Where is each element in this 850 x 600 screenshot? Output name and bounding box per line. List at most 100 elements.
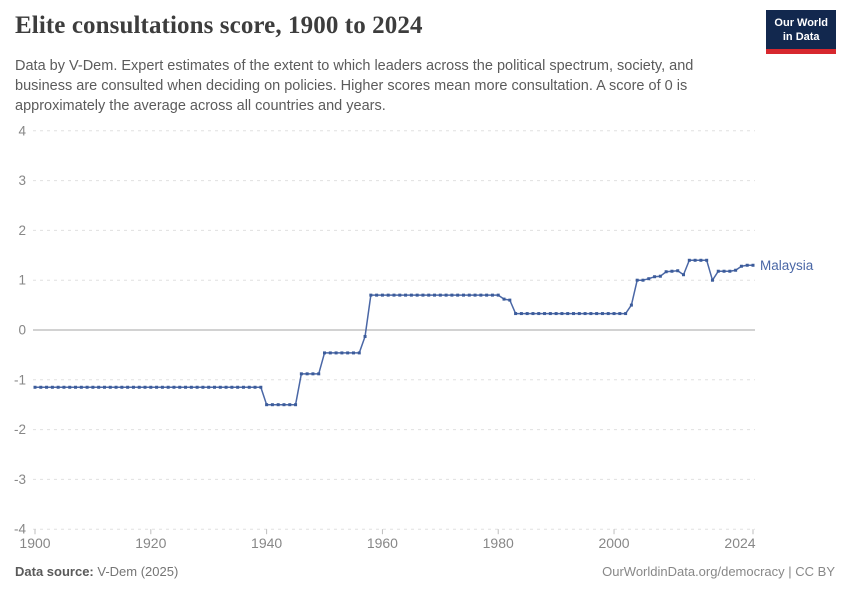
data-point[interactable] <box>323 351 327 355</box>
data-point[interactable] <box>438 293 442 297</box>
data-point[interactable] <box>68 385 72 389</box>
data-point[interactable] <box>155 385 159 389</box>
data-point[interactable] <box>722 269 726 273</box>
data-point[interactable] <box>519 312 523 316</box>
data-point[interactable] <box>346 351 350 355</box>
data-point[interactable] <box>33 385 37 389</box>
data-point[interactable] <box>467 293 471 297</box>
data-point[interactable] <box>548 312 552 316</box>
data-point[interactable] <box>583 312 587 316</box>
data-point[interactable] <box>496 293 500 297</box>
data-point[interactable] <box>172 385 176 389</box>
data-point[interactable] <box>473 293 477 297</box>
data-point[interactable] <box>369 293 373 297</box>
data-point[interactable] <box>247 385 251 389</box>
data-point[interactable] <box>745 263 749 267</box>
data-point[interactable] <box>404 293 408 297</box>
data-point[interactable] <box>259 385 263 389</box>
data-point[interactable] <box>682 273 686 277</box>
data-point[interactable] <box>415 293 419 297</box>
data-point[interactable] <box>635 278 639 282</box>
data-point[interactable] <box>658 274 662 278</box>
data-point[interactable] <box>178 385 182 389</box>
data-point[interactable] <box>91 385 95 389</box>
data-point[interactable] <box>739 264 743 268</box>
data-point[interactable] <box>543 312 547 316</box>
data-point[interactable] <box>525 312 529 316</box>
data-point[interactable] <box>195 385 199 389</box>
data-point[interactable] <box>450 293 454 297</box>
data-point[interactable] <box>508 298 512 302</box>
data-point[interactable] <box>236 385 240 389</box>
data-point[interactable] <box>566 312 570 316</box>
data-point[interactable] <box>207 385 211 389</box>
data-point[interactable] <box>490 293 494 297</box>
data-point[interactable] <box>294 403 298 407</box>
data-point[interactable] <box>537 312 541 316</box>
data-point[interactable] <box>108 385 112 389</box>
data-point[interactable] <box>126 385 130 389</box>
data-point[interactable] <box>380 293 384 297</box>
data-point[interactable] <box>189 385 193 389</box>
data-point[interactable] <box>572 312 575 316</box>
data-point[interactable] <box>317 372 321 376</box>
data-point[interactable] <box>270 403 274 407</box>
data-point[interactable] <box>137 385 141 389</box>
data-point[interactable] <box>676 269 680 273</box>
data-point[interactable] <box>120 385 124 389</box>
data-point[interactable] <box>456 293 460 297</box>
data-point[interactable] <box>409 293 413 297</box>
data-point[interactable] <box>560 312 564 316</box>
data-point[interactable] <box>751 263 755 267</box>
credit-link[interactable]: OurWorldinData.org/democracy | CC BY <box>602 564 835 579</box>
data-point[interactable] <box>705 258 709 262</box>
data-point[interactable] <box>288 403 292 407</box>
data-point[interactable] <box>577 312 581 316</box>
data-point[interactable] <box>716 269 720 273</box>
data-point[interactable] <box>699 258 703 262</box>
data-point[interactable] <box>340 351 344 355</box>
data-point[interactable] <box>282 403 286 407</box>
data-point[interactable] <box>143 385 147 389</box>
data-point[interactable] <box>461 293 465 297</box>
data-point[interactable] <box>479 293 483 297</box>
data-point[interactable] <box>102 385 106 389</box>
data-point[interactable] <box>375 293 379 297</box>
data-point[interactable] <box>433 293 437 297</box>
data-point[interactable] <box>74 385 78 389</box>
data-point[interactable] <box>554 312 558 316</box>
data-point[interactable] <box>514 312 518 316</box>
data-point[interactable] <box>79 385 83 389</box>
data-point[interactable] <box>502 297 506 301</box>
data-point[interactable] <box>85 385 89 389</box>
data-point[interactable] <box>687 258 691 262</box>
data-point[interactable] <box>641 278 645 282</box>
data-point[interactable] <box>386 293 390 297</box>
data-point[interactable] <box>97 385 101 389</box>
data-point[interactable] <box>653 275 657 279</box>
data-point[interactable] <box>421 293 425 297</box>
data-point[interactable] <box>624 312 628 316</box>
data-point[interactable] <box>427 293 431 297</box>
data-point[interactable] <box>392 293 396 297</box>
data-point[interactable] <box>600 312 604 316</box>
plot-area[interactable] <box>33 131 755 529</box>
series-label[interactable]: Malaysia <box>760 258 814 273</box>
data-point[interactable] <box>693 258 697 262</box>
data-point[interactable] <box>710 278 714 282</box>
data-point[interactable] <box>328 351 332 355</box>
data-point[interactable] <box>589 312 593 316</box>
data-point[interactable] <box>647 277 651 281</box>
data-point[interactable] <box>241 385 245 389</box>
data-point[interactable] <box>131 385 135 389</box>
data-point[interactable] <box>230 385 234 389</box>
data-point[interactable] <box>114 385 118 389</box>
data-point[interactable] <box>160 385 164 389</box>
data-point[interactable] <box>618 312 622 316</box>
data-point[interactable] <box>444 293 448 297</box>
data-point[interactable] <box>670 269 674 273</box>
data-point[interactable] <box>218 385 222 389</box>
data-point[interactable] <box>485 293 489 297</box>
data-point[interactable] <box>734 268 738 272</box>
data-point[interactable] <box>311 372 315 376</box>
